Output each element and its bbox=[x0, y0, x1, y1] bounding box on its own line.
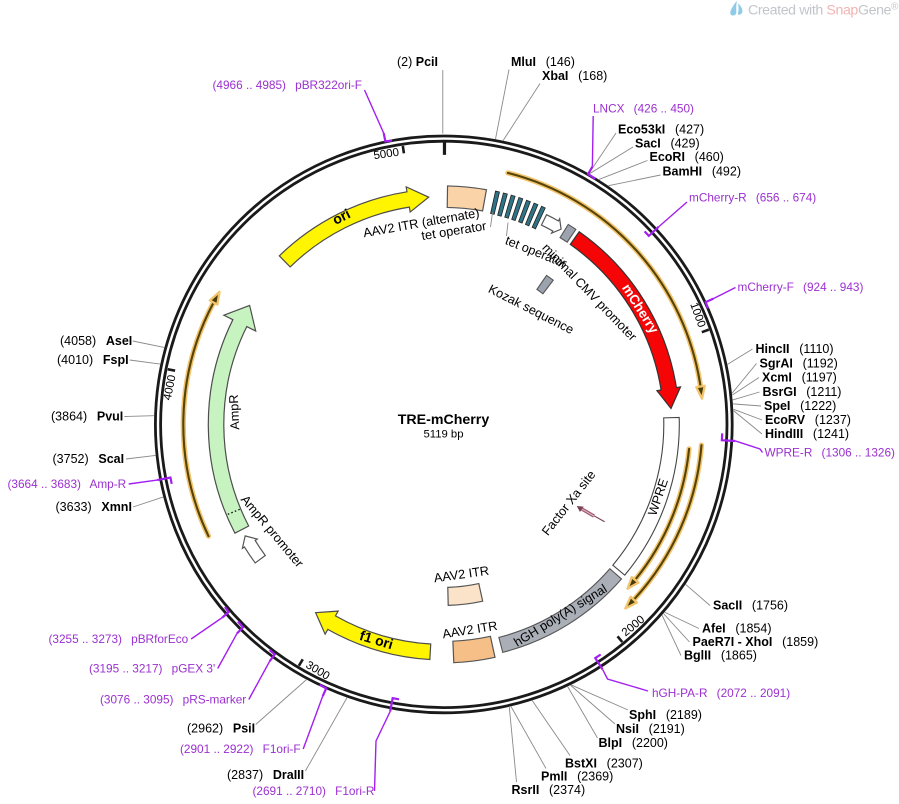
svg-text:SgrAI (1192): SgrAI (1192) bbox=[760, 357, 838, 371]
svg-text:(3255 .. 3273) pBRforEco: (3255 .. 3273) pBRforEco bbox=[49, 632, 189, 646]
svg-text:(2837) DraIII: (2837) DraIII bbox=[227, 768, 304, 782]
svg-text:AmpR: AmpR bbox=[227, 394, 243, 430]
svg-text:(2691 .. 2710) F1ori-R: (2691 .. 2710) F1ori-R bbox=[253, 784, 375, 798]
svg-text:EcoRV (1237): EcoRV (1237) bbox=[765, 413, 851, 427]
svg-text:(3664 .. 3683) Amp-R: (3664 .. 3683) Amp-R bbox=[8, 477, 127, 491]
svg-text:HindIII (1241): HindIII (1241) bbox=[765, 427, 849, 441]
svg-text:BamHI (492): BamHI (492) bbox=[663, 165, 742, 179]
svg-text:RsrII (2374): RsrII (2374) bbox=[512, 783, 586, 797]
svg-text:(2) PciI: (2) PciI bbox=[397, 55, 438, 69]
svg-text:mCherry-R (656 .. 674): mCherry-R (656 .. 674) bbox=[689, 191, 816, 205]
svg-text:PaeR7I - XhoI (1859): PaeR7I - XhoI (1859) bbox=[693, 635, 819, 649]
svg-text:BglII (1865): BglII (1865) bbox=[684, 649, 757, 663]
svg-text:TRE-mCherry: TRE-mCherry bbox=[398, 412, 490, 428]
svg-text:(4010) FspI: (4010) FspI bbox=[57, 353, 129, 367]
svg-text:hGH-PA-R (2072 .. 2091): hGH-PA-R (2072 .. 2091) bbox=[652, 686, 790, 700]
svg-text:(3076 .. 3095) pRS-marker: (3076 .. 3095) pRS-marker bbox=[100, 693, 246, 707]
svg-text:EcoRI (460): EcoRI (460) bbox=[650, 150, 724, 164]
svg-text:(2901 .. 2922) F1ori-F: (2901 .. 2922) F1ori-F bbox=[180, 742, 301, 756]
svg-text:(3864) PvuI: (3864) PvuI bbox=[51, 410, 123, 424]
svg-text:Eco53kI (427): Eco53kI (427) bbox=[618, 123, 704, 137]
svg-text:mCherry-F (924 .. 943): mCherry-F (924 .. 943) bbox=[738, 280, 864, 294]
svg-text:XcmI (1197): XcmI (1197) bbox=[762, 371, 837, 385]
svg-text:Created with SnapGene®: Created with SnapGene® bbox=[748, 2, 899, 19]
svg-text:WPRE-R (1306 .. 1326): WPRE-R (1306 .. 1326) bbox=[765, 446, 896, 460]
svg-text:(3752) ScaI: (3752) ScaI bbox=[53, 452, 125, 466]
svg-text:SacII (1756): SacII (1756) bbox=[713, 599, 788, 613]
svg-text:XbaI (168): XbaI (168) bbox=[542, 69, 607, 83]
svg-text:BsrGI (1211): BsrGI (1211) bbox=[763, 385, 842, 399]
svg-text:LNCX (426 .. 450): LNCX (426 .. 450) bbox=[593, 102, 694, 116]
svg-text:SacI (429): SacI (429) bbox=[635, 137, 700, 151]
svg-text:SpeI (1222): SpeI (1222) bbox=[764, 399, 836, 413]
svg-text:(3195 .. 3217) pGEX 3': (3195 .. 3217) pGEX 3' bbox=[89, 662, 215, 676]
svg-text:5119 bp: 5119 bp bbox=[424, 429, 464, 441]
svg-text:SphI (2189): SphI (2189) bbox=[629, 708, 702, 722]
svg-text:HincII (1110): HincII (1110) bbox=[756, 342, 834, 356]
svg-text:(3633) XmnI: (3633) XmnI bbox=[56, 500, 132, 514]
svg-text:(4058) AseI: (4058) AseI bbox=[60, 334, 132, 348]
svg-text:(4966 .. 4985) pBR322ori-F: (4966 .. 4985) pBR322ori-F bbox=[213, 78, 363, 92]
svg-text:MluI (146): MluI (146) bbox=[511, 55, 575, 69]
svg-text:(2962) PsiI: (2962) PsiI bbox=[187, 722, 255, 736]
svg-text:NsiI (2191): NsiI (2191) bbox=[616, 722, 685, 736]
svg-text:PmlI (2369): PmlI (2369) bbox=[541, 770, 613, 784]
svg-text:BstXI (2307): BstXI (2307) bbox=[565, 757, 643, 771]
svg-text:AfeI (1854): AfeI (1854) bbox=[702, 622, 771, 636]
svg-text:BlpI (2200): BlpI (2200) bbox=[599, 736, 668, 750]
